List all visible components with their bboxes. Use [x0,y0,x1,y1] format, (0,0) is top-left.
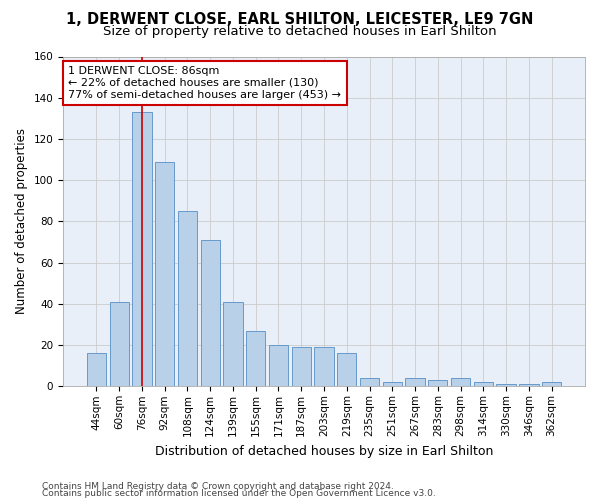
Text: Contains HM Land Registry data © Crown copyright and database right 2024.: Contains HM Land Registry data © Crown c… [42,482,394,491]
Bar [360,378,379,386]
Text: Size of property relative to detached houses in Earl Shilton: Size of property relative to detached ho… [103,25,497,38]
Bar [292,347,311,387]
Bar [314,347,334,387]
Bar [473,382,493,386]
Bar [269,345,288,387]
Bar [200,240,220,386]
Bar [155,162,175,386]
Bar [406,378,425,386]
Text: 1 DERWENT CLOSE: 86sqm
← 22% of detached houses are smaller (130)
77% of semi-de: 1 DERWENT CLOSE: 86sqm ← 22% of detached… [68,66,341,100]
Bar [337,354,356,386]
Bar [542,382,561,386]
Bar [178,211,197,386]
Bar [87,354,106,386]
Bar [110,302,129,386]
Text: Contains public sector information licensed under the Open Government Licence v3: Contains public sector information licen… [42,490,436,498]
Bar [223,302,242,386]
Bar [451,378,470,386]
Bar [246,330,265,386]
Bar [496,384,516,386]
Bar [428,380,448,386]
X-axis label: Distribution of detached houses by size in Earl Shilton: Distribution of detached houses by size … [155,444,493,458]
Bar [519,384,539,386]
Bar [132,112,152,386]
Y-axis label: Number of detached properties: Number of detached properties [15,128,28,314]
Text: 1, DERWENT CLOSE, EARL SHILTON, LEICESTER, LE9 7GN: 1, DERWENT CLOSE, EARL SHILTON, LEICESTE… [67,12,533,28]
Bar [383,382,402,386]
